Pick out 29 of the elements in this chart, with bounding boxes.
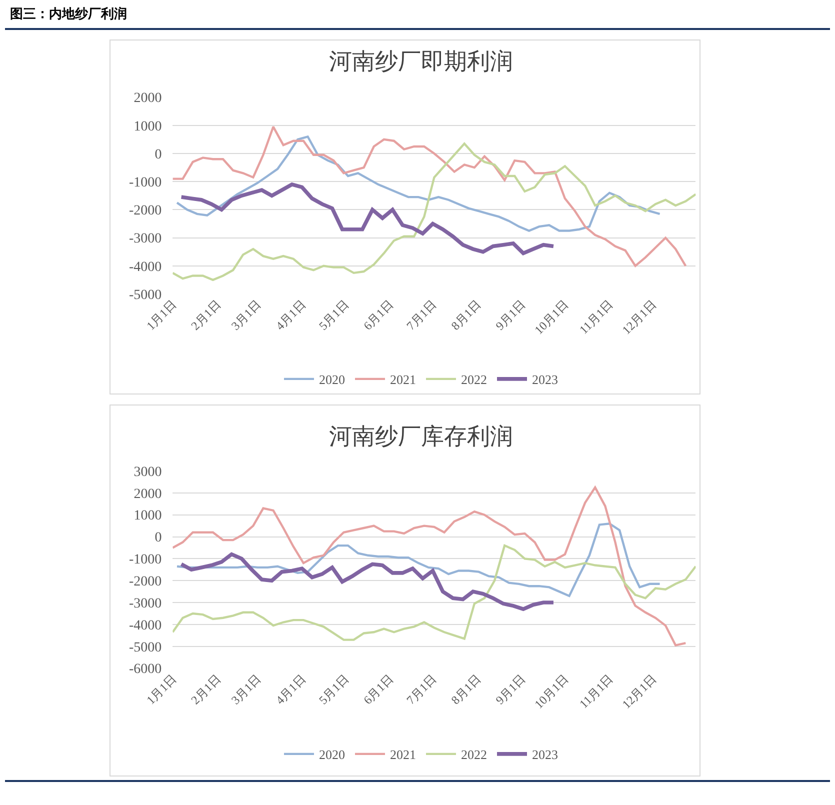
y-tick-label: 2000 xyxy=(134,486,162,502)
x-tick-label: 7月1日 xyxy=(404,672,440,708)
legend-label: 2020 xyxy=(319,747,345,762)
line-series xyxy=(176,522,661,598)
x-tick-label: 9月1日 xyxy=(492,672,528,708)
legend-label: 2023 xyxy=(532,747,558,762)
x-tick-label: 4月1日 xyxy=(273,672,308,708)
legend-label: 2022 xyxy=(461,747,487,762)
y-tick-label: 3000 xyxy=(134,464,162,480)
x-tick-label: 8月1日 xyxy=(448,672,484,708)
y-tick-label: -5000 xyxy=(129,640,162,656)
x-tick-label: 10月1日 xyxy=(532,672,572,712)
y-tick-label: -4000 xyxy=(129,618,162,634)
line-series xyxy=(179,552,556,612)
x-tick-label: 2月1日 xyxy=(188,672,224,708)
y-tick-label: -3000 xyxy=(129,596,162,612)
x-tick-label: 11月1日 xyxy=(576,672,616,712)
legend-label: 2021 xyxy=(390,747,416,762)
x-tick-label: 5月1日 xyxy=(316,672,352,708)
y-tick-label: 1000 xyxy=(134,508,162,524)
y-tick-label: -2000 xyxy=(129,574,162,590)
y-tick-label: -1000 xyxy=(129,552,162,568)
x-tick-label: 3月1日 xyxy=(228,672,264,708)
y-tick-label: 0 xyxy=(154,530,162,546)
x-tick-label: 12月1日 xyxy=(619,672,659,712)
chart-title: 河南纱厂库存利润 xyxy=(329,424,513,449)
line-series xyxy=(172,544,696,641)
line-series xyxy=(172,486,687,646)
x-tick-label: 6月1日 xyxy=(360,672,396,708)
